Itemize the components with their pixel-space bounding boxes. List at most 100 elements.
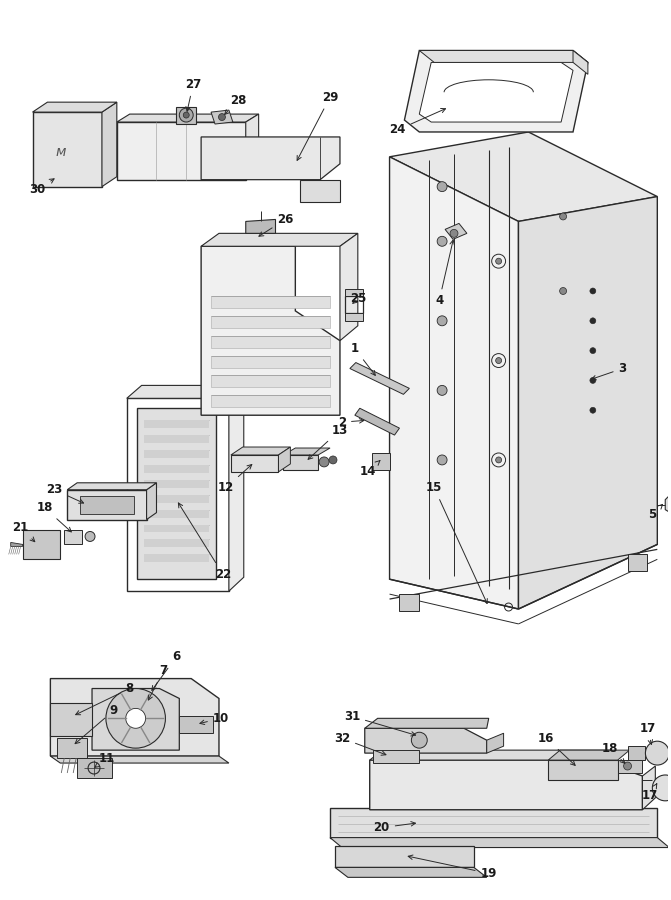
Polygon shape xyxy=(144,450,209,458)
Circle shape xyxy=(411,733,427,748)
Polygon shape xyxy=(80,496,134,514)
Text: 30: 30 xyxy=(30,179,54,196)
Polygon shape xyxy=(301,180,340,202)
Text: 16: 16 xyxy=(538,732,575,765)
Circle shape xyxy=(590,318,596,324)
Polygon shape xyxy=(144,435,209,443)
Polygon shape xyxy=(355,409,399,435)
Polygon shape xyxy=(176,107,196,124)
Text: 13: 13 xyxy=(308,424,348,459)
Polygon shape xyxy=(231,447,291,455)
Polygon shape xyxy=(365,718,488,728)
Polygon shape xyxy=(144,509,209,518)
Polygon shape xyxy=(519,196,658,609)
Text: 18: 18 xyxy=(601,742,625,763)
Polygon shape xyxy=(32,112,102,186)
Text: 14: 14 xyxy=(360,461,380,479)
Circle shape xyxy=(623,762,631,770)
Text: 28: 28 xyxy=(225,94,247,114)
Text: 1: 1 xyxy=(351,342,375,375)
Polygon shape xyxy=(117,114,258,122)
Text: 17: 17 xyxy=(641,784,658,803)
Circle shape xyxy=(437,237,447,247)
Polygon shape xyxy=(229,385,244,591)
Polygon shape xyxy=(283,455,318,470)
Text: 2: 2 xyxy=(338,416,364,428)
Circle shape xyxy=(496,258,502,265)
Polygon shape xyxy=(211,375,330,387)
Polygon shape xyxy=(50,756,229,763)
Polygon shape xyxy=(548,750,629,760)
Text: 12: 12 xyxy=(218,464,252,494)
Polygon shape xyxy=(278,447,291,472)
Text: 18: 18 xyxy=(36,501,71,532)
Circle shape xyxy=(125,708,146,728)
Circle shape xyxy=(560,213,566,220)
Polygon shape xyxy=(399,594,419,611)
Polygon shape xyxy=(11,543,23,546)
Polygon shape xyxy=(57,738,87,758)
Text: 21: 21 xyxy=(13,521,35,542)
Polygon shape xyxy=(340,233,358,341)
Text: 23: 23 xyxy=(46,483,84,503)
Polygon shape xyxy=(117,122,246,180)
Polygon shape xyxy=(127,385,244,399)
Polygon shape xyxy=(390,157,519,609)
Polygon shape xyxy=(211,316,330,328)
Circle shape xyxy=(437,385,447,395)
Polygon shape xyxy=(246,220,276,233)
Polygon shape xyxy=(50,704,92,736)
Circle shape xyxy=(590,288,596,294)
Circle shape xyxy=(496,457,502,463)
Polygon shape xyxy=(146,482,156,519)
Polygon shape xyxy=(102,103,117,186)
Polygon shape xyxy=(32,103,117,112)
Polygon shape xyxy=(372,453,390,470)
Circle shape xyxy=(590,408,596,413)
Polygon shape xyxy=(330,808,658,838)
Text: 24: 24 xyxy=(389,109,446,137)
Circle shape xyxy=(219,113,225,121)
Polygon shape xyxy=(573,50,588,75)
Polygon shape xyxy=(67,482,156,490)
Polygon shape xyxy=(211,110,233,124)
Polygon shape xyxy=(50,679,219,756)
Polygon shape xyxy=(283,448,330,455)
Polygon shape xyxy=(419,62,573,122)
Polygon shape xyxy=(335,868,486,878)
Circle shape xyxy=(106,688,166,748)
Polygon shape xyxy=(144,495,209,503)
Text: 27: 27 xyxy=(185,77,201,112)
Circle shape xyxy=(646,742,669,765)
Text: 9: 9 xyxy=(75,704,118,743)
Polygon shape xyxy=(144,554,209,562)
Polygon shape xyxy=(201,137,340,180)
Text: 17: 17 xyxy=(639,722,656,744)
Circle shape xyxy=(183,112,189,118)
Circle shape xyxy=(450,230,458,238)
Circle shape xyxy=(319,457,329,467)
Circle shape xyxy=(437,455,447,465)
Text: 4: 4 xyxy=(435,240,454,308)
Polygon shape xyxy=(179,716,213,734)
Text: 7: 7 xyxy=(148,664,168,700)
Polygon shape xyxy=(345,289,363,296)
Polygon shape xyxy=(335,845,474,868)
Polygon shape xyxy=(370,750,611,760)
Text: 19: 19 xyxy=(408,855,497,880)
Text: 29: 29 xyxy=(297,91,338,160)
Circle shape xyxy=(652,775,671,801)
Polygon shape xyxy=(445,223,467,239)
Polygon shape xyxy=(144,465,209,472)
Circle shape xyxy=(560,287,566,294)
Polygon shape xyxy=(211,395,330,408)
Polygon shape xyxy=(246,114,258,180)
Polygon shape xyxy=(390,132,658,221)
Circle shape xyxy=(590,377,596,383)
Polygon shape xyxy=(627,746,646,760)
Text: 20: 20 xyxy=(374,821,415,834)
Text: 15: 15 xyxy=(426,482,487,604)
Polygon shape xyxy=(330,838,669,848)
Text: 25: 25 xyxy=(350,292,366,305)
Polygon shape xyxy=(365,728,486,753)
